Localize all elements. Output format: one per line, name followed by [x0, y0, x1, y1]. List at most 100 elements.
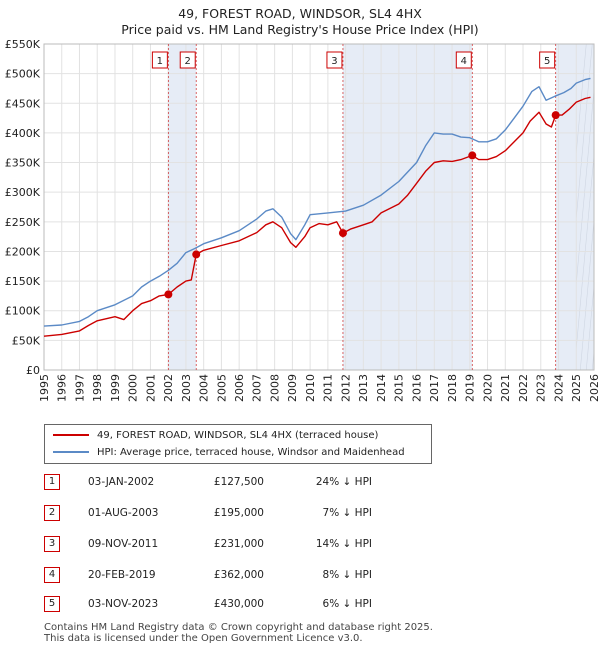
x-tick-label: 2014: [375, 374, 388, 402]
event-marker-label: 2: [185, 56, 191, 67]
x-tick-label: 2007: [251, 374, 264, 402]
forecast-hatch: [579, 217, 594, 370]
sale-point: [551, 111, 560, 120]
ownership-span: [342, 44, 473, 370]
event-marker-box: [151, 51, 168, 69]
x-tick-label: 2026: [588, 374, 600, 402]
event-marker-box: [539, 51, 556, 69]
transaction-price: £195,000: [213, 507, 264, 519]
x-tick-label: 2006: [233, 374, 246, 402]
legend-hpi-swatch: [53, 451, 89, 453]
sale-point: [338, 229, 347, 238]
x-tick-label: 2003: [180, 374, 193, 402]
transaction-hpi-diff: 14% ↓ HPI: [315, 538, 372, 550]
legend-hpi: HPI: Average price, terraced house, Wind…: [53, 445, 405, 461]
y-tick-label: £250K: [5, 216, 41, 229]
y-tick-label: £500K: [5, 68, 41, 81]
transaction-number: 4: [44, 567, 60, 583]
y-tick-label: £50K: [12, 334, 41, 347]
transaction-number: 5: [44, 596, 60, 612]
x-tick-label: 2000: [127, 374, 140, 402]
x-tick-label: 2002: [162, 374, 175, 402]
x-tick-label: 1997: [73, 374, 86, 402]
transaction-date: 01-AUG-2003: [88, 507, 159, 519]
x-tick-label: 2001: [144, 374, 157, 402]
transaction-hpi-diff: 7% ↓ HPI: [322, 507, 372, 519]
plot-frame: [43, 43, 595, 371]
transaction-price: £362,000: [213, 569, 264, 581]
x-tick-label: 2004: [198, 374, 211, 402]
transaction-price: £430,000: [213, 598, 264, 610]
x-tick-label: 2011: [322, 374, 335, 402]
sale-point: [468, 151, 477, 160]
forecast-hatch: [585, 282, 594, 370]
event-marker-box: [455, 51, 472, 69]
x-tick-label: 1999: [109, 374, 122, 402]
ownership-span: [168, 44, 197, 370]
sale-point: [192, 250, 201, 259]
x-tick-label: 1995: [38, 374, 51, 402]
y-tick-label: £350K: [5, 157, 41, 170]
hpi-line: [43, 77, 591, 327]
x-tick-label: 2021: [499, 374, 512, 402]
y-tick-label: £450K: [5, 97, 41, 110]
transaction-date: 09-NOV-2011: [88, 538, 159, 550]
property-price-line: [43, 96, 591, 337]
transaction-date: 20-FEB-2019: [88, 569, 156, 581]
plot-background: [44, 44, 594, 370]
x-tick-label: 2025: [570, 374, 583, 402]
y-tick-label: £550K: [5, 38, 41, 51]
x-tick-label: 2023: [535, 374, 548, 402]
x-tick-label: 2024: [552, 374, 565, 402]
legend-property-label: 49, FOREST ROAD, WINDSOR, SL4 4HX (terra…: [97, 430, 379, 441]
transaction-hpi-diff: 8% ↓ HPI: [322, 569, 372, 581]
plot-area: £0 £50K £100K £150K £200K £250K £300K £350K £400…: [5, 38, 600, 402]
chart-subtitle: Price paid vs. HM Land Registry's House …: [121, 22, 479, 37]
x-tick-label: 2013: [357, 374, 370, 402]
event-marker-label: 5: [544, 56, 550, 67]
y-tick-label: £0: [26, 364, 40, 377]
transaction-number: 3: [44, 536, 60, 552]
legend: 49, FOREST ROAD, WINDSOR, SL4 4HX (terra…: [44, 424, 432, 464]
footer-licence: This data is licensed under the Open Gov…: [44, 633, 363, 644]
transaction-number: 1: [44, 474, 60, 490]
x-tick-label: 2017: [428, 374, 441, 402]
x-tick-label: 1996: [56, 374, 69, 402]
event-marker-box: [326, 51, 343, 69]
chart-title: 49, FOREST ROAD, WINDSOR, SL4 4HX: [178, 6, 422, 21]
event-marker-label: 3: [331, 56, 337, 67]
x-tick-label: 2010: [304, 374, 317, 402]
footer-copyright: Contains HM Land Registry data © Crown c…: [44, 622, 433, 633]
legend-property-swatch: [53, 434, 89, 436]
x-tick-label: 2022: [517, 374, 530, 402]
y-tick-label: £300K: [5, 186, 41, 199]
x-tick-label: 2005: [215, 374, 228, 402]
event-marker-label: 4: [461, 56, 467, 67]
x-tick-label: 2012: [339, 374, 352, 402]
transaction-hpi-diff: 24% ↓ HPI: [315, 476, 372, 488]
x-tick-label: 1998: [91, 374, 104, 402]
y-tick-label: £400K: [5, 127, 41, 140]
x-tick-label: 2009: [286, 374, 299, 402]
x-tick-label: 2018: [446, 374, 459, 402]
forecast-hatch: [576, 44, 587, 156]
forecast-hatch: [576, 152, 594, 352]
transaction-price: £231,000: [213, 538, 264, 550]
event-marker-box: [179, 51, 196, 69]
transaction-hpi-diff: 6% ↓ HPI: [322, 598, 372, 610]
y-tick-label: £200K: [5, 245, 41, 258]
event-marker-label: 1: [157, 56, 163, 67]
price-chart: £0 £50K £100K £150K £200K £250K £300K £350K £400…: [5, 38, 600, 402]
x-tick-label: 2015: [393, 374, 406, 402]
legend-property: 49, FOREST ROAD, WINDSOR, SL4 4HX (terra…: [53, 428, 378, 444]
y-tick-label: £150K: [5, 275, 41, 288]
transaction-date: 03-JAN-2002: [88, 476, 155, 488]
x-tick-label: 2019: [464, 374, 477, 402]
y-tick-label: £100K: [5, 305, 41, 318]
x-tick-label: 2016: [410, 374, 423, 402]
legend-hpi-label: HPI: Average price, terraced house, Wind…: [97, 447, 405, 458]
sale-point: [164, 290, 173, 299]
x-tick-label: 2008: [268, 374, 281, 402]
transaction-price: £127,500: [213, 476, 264, 488]
transaction-date: 03-NOV-2023: [88, 598, 159, 610]
